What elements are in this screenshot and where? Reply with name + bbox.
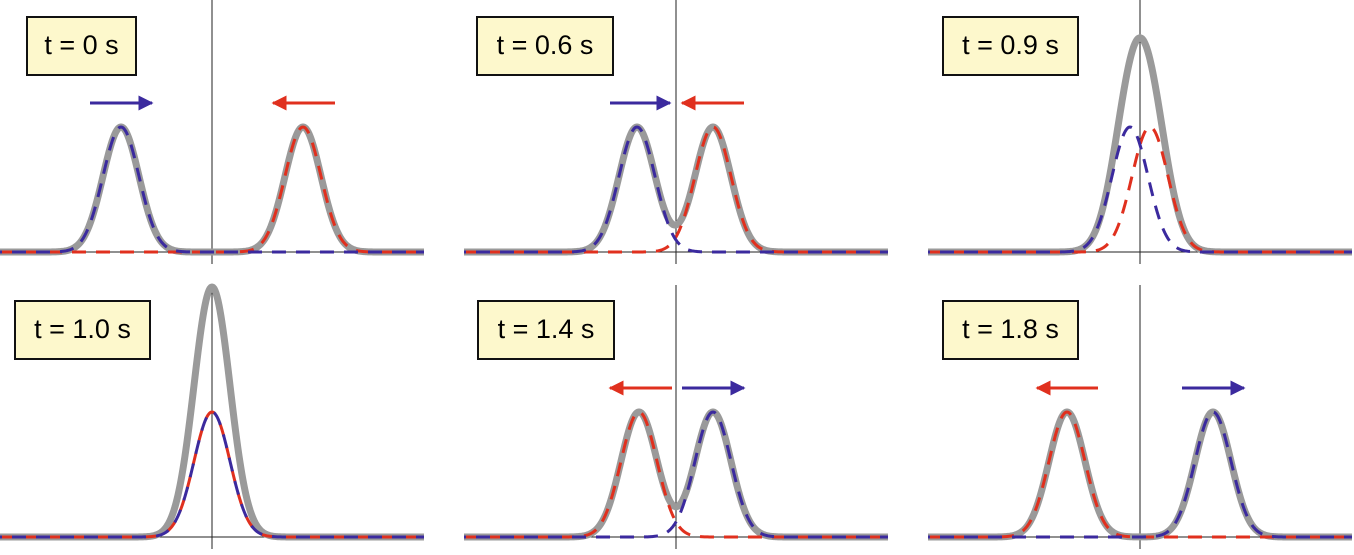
pulse-blue: [464, 125, 888, 254]
time-label: t = 1.4 s: [498, 314, 595, 344]
label-box: [14, 300, 151, 360]
time-label: t = 0 s: [44, 30, 118, 60]
pulse-blue: [928, 125, 1352, 254]
time-label: t = 1.8 s: [962, 314, 1059, 344]
label-box: [942, 16, 1079, 76]
pulse-blue: [0, 125, 424, 254]
pulse-blue: [464, 410, 888, 539]
label-box: [477, 300, 615, 360]
pulse-blue: [0, 410, 424, 539]
time-label: t = 0.6 s: [497, 30, 594, 60]
pulse-red: [464, 125, 888, 254]
time-label: t = 0.9 s: [962, 30, 1059, 60]
label-box: [26, 16, 137, 76]
label-box: [942, 300, 1079, 360]
time-label: t = 1.0 s: [34, 314, 131, 344]
pulse-blue: [928, 410, 1352, 539]
label-box: [476, 16, 614, 76]
pulse-red: [0, 410, 424, 539]
